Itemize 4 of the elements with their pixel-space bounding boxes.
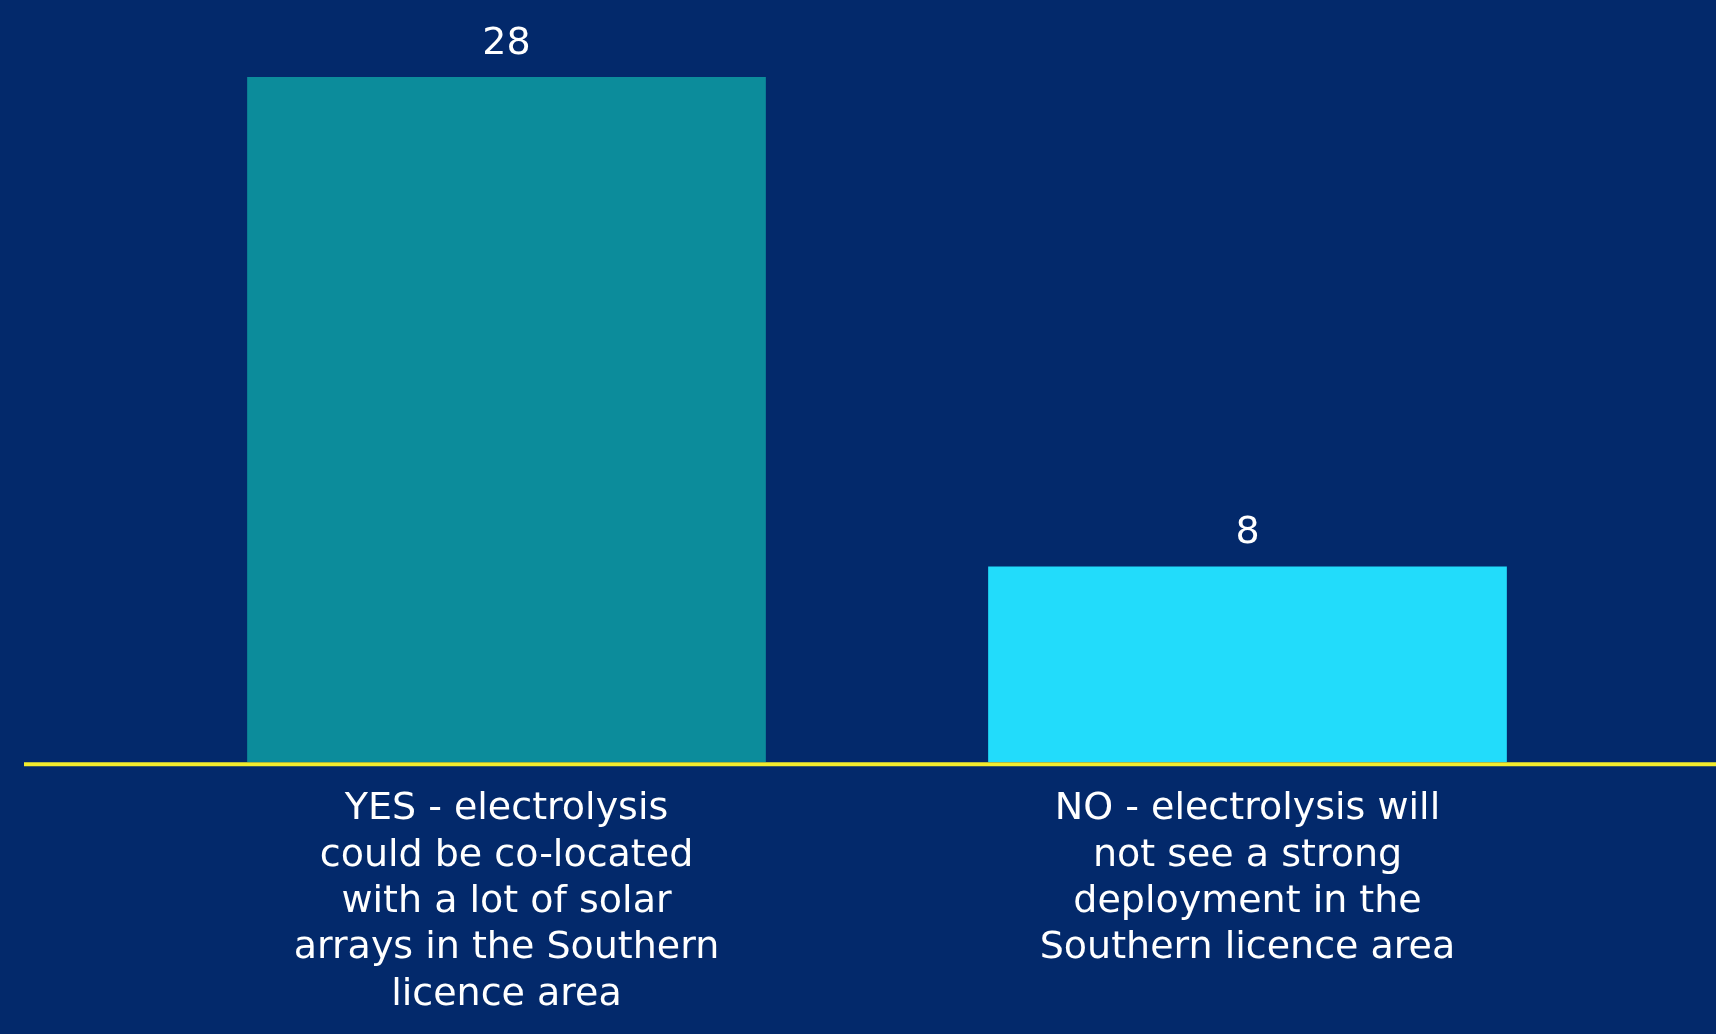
x-tick-label: YES - electrolysis could be co-located with a lot of solar arrays in the Southern licence area: [293, 784, 720, 1014]
data-label: 8: [1235, 508, 1260, 553]
data-label: 28: [482, 18, 531, 63]
x-tick-label: NO - electrolysis will not see a strong deployment in the Southern licence area: [1039, 784, 1456, 968]
